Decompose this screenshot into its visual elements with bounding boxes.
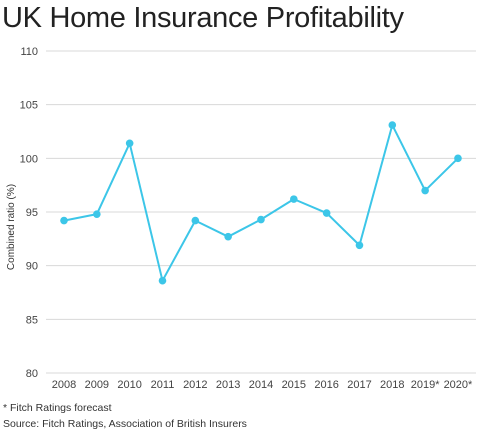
data-point bbox=[224, 232, 232, 241]
data-point bbox=[158, 276, 167, 285]
data-point bbox=[257, 215, 265, 224]
chart-title: UK Home Insurance Profitability bbox=[2, 2, 404, 34]
y-axis-label: Combined ratio (%) bbox=[6, 184, 17, 270]
y-tick-label: 90 bbox=[26, 261, 38, 273]
y-tick-label: 100 bbox=[20, 153, 38, 165]
series-line bbox=[63, 124, 459, 282]
x-axis-ticks: 2008 2009 2010 2011 2012 2013 2014 2015 2016 2017… bbox=[52, 379, 473, 391]
data-point bbox=[388, 121, 397, 129]
data-point bbox=[191, 216, 200, 225]
x-tick-label: 2013 bbox=[216, 379, 240, 391]
x-tick-label: 2020* bbox=[444, 379, 473, 391]
y-tick-label: 105 bbox=[20, 100, 38, 112]
gridlines bbox=[46, 50, 476, 374]
y-tick-label: 110 bbox=[20, 46, 38, 58]
x-tick-label: 2015 bbox=[282, 379, 306, 391]
data-point bbox=[93, 210, 101, 218]
source-footnote: Source: Fitch Ratings, Association of Br… bbox=[3, 418, 247, 430]
x-tick-label: 2017 bbox=[347, 379, 371, 391]
data-point bbox=[421, 186, 429, 195]
x-tick-label: 2018 bbox=[380, 379, 404, 391]
series-layer bbox=[60, 121, 462, 285]
x-tick-label: 2008 bbox=[52, 379, 76, 391]
x-tick-label: 2019* bbox=[411, 379, 440, 391]
data-point bbox=[355, 241, 364, 250]
x-tick-label: 2012 bbox=[183, 379, 207, 391]
x-tick-label: 2011 bbox=[151, 379, 175, 391]
forecast-footnote: * Fitch Ratings forecast bbox=[3, 402, 112, 414]
x-tick-label: 2010 bbox=[117, 379, 141, 391]
data-point bbox=[60, 216, 68, 225]
data-point bbox=[454, 154, 462, 163]
x-tick-label: 2009 bbox=[85, 379, 109, 391]
data-point bbox=[290, 195, 298, 203]
x-tick-label: 2014 bbox=[249, 379, 273, 391]
data-point bbox=[125, 139, 134, 148]
y-tick-label: 85 bbox=[26, 314, 38, 326]
y-axis-ticks: 80 85 90 95 100 105 110 bbox=[20, 46, 38, 380]
data-point bbox=[322, 209, 331, 217]
y-tick-label: 95 bbox=[26, 207, 38, 219]
y-tick-label: 80 bbox=[26, 368, 38, 380]
x-tick-label: 2016 bbox=[314, 379, 338, 391]
